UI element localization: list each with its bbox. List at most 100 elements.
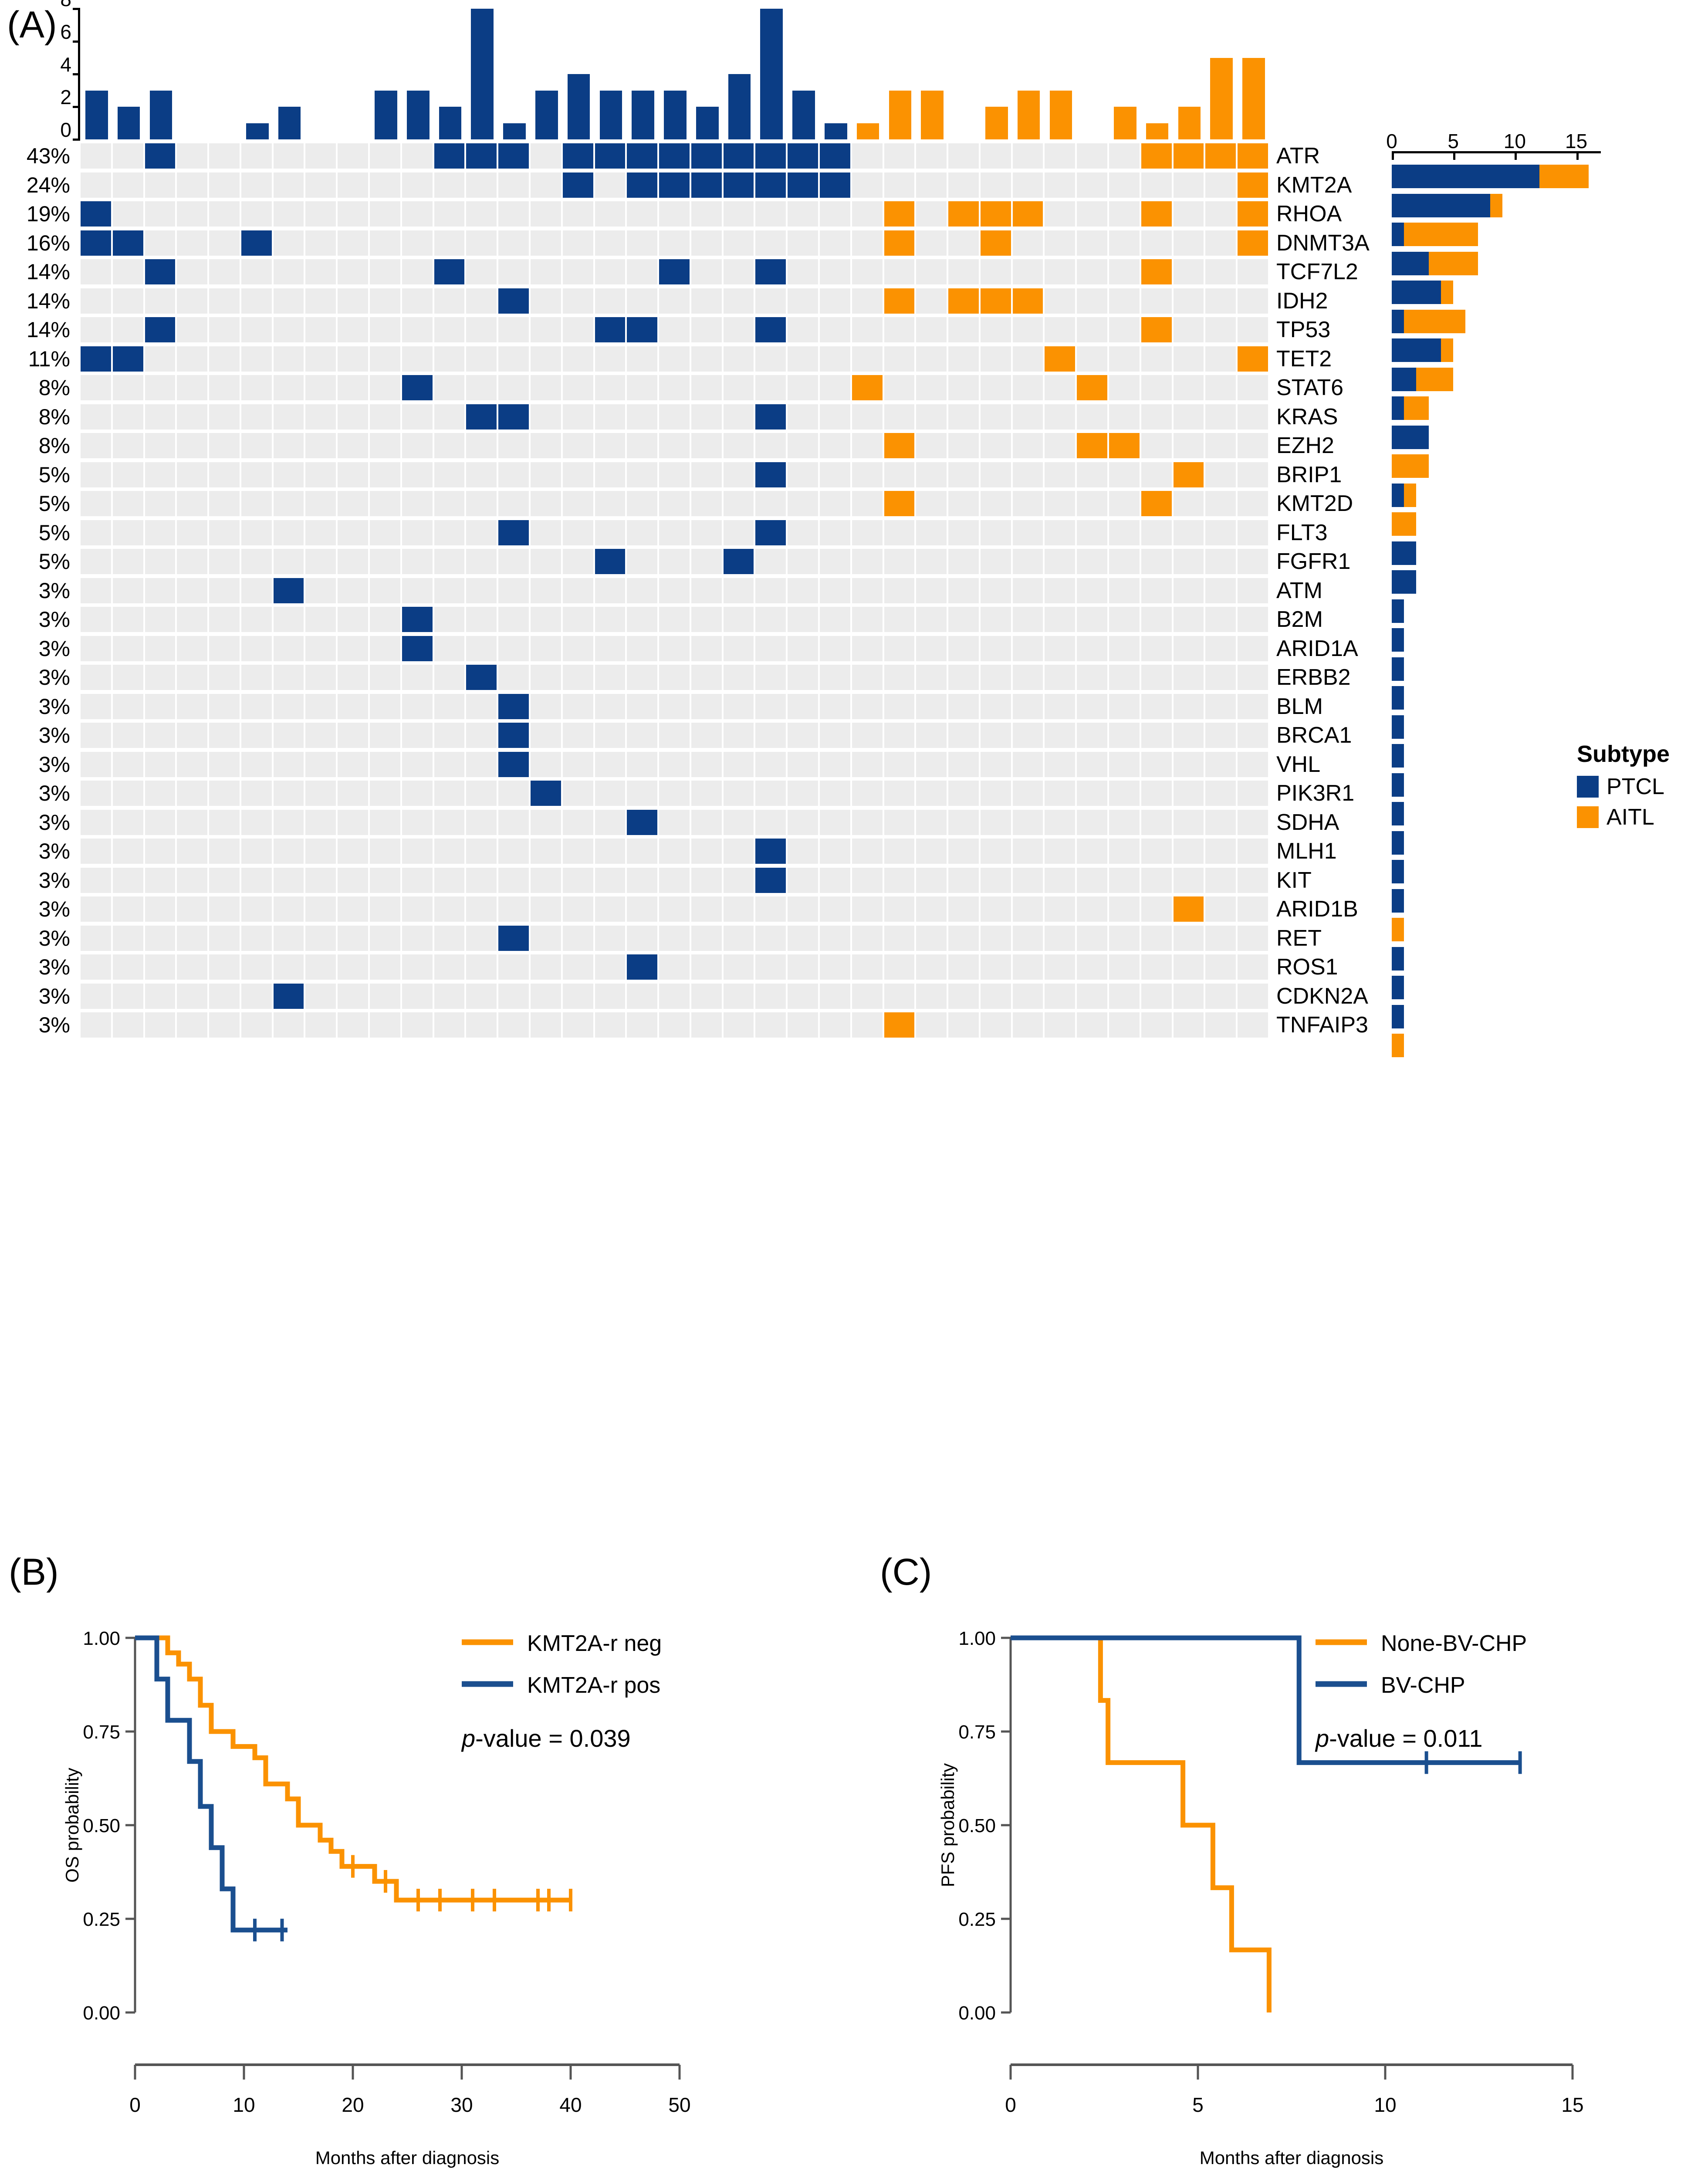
km-curve-1 [135,1635,571,1903]
oncoprint-cell-empty [241,781,272,806]
oncoprint-cell-empty [852,578,883,603]
oncoprint-cell-mutated [498,143,529,169]
oncoprint-cell-empty [1173,317,1204,343]
oncoprint-cell-empty [177,172,208,198]
oncoprint-cell-empty [273,491,304,517]
oncoprint-cell-mutated [498,723,529,748]
gene-freq-bar-row [1392,510,1601,539]
oncoprint-cell-empty [1077,520,1107,545]
oncoprint-cell-empty [788,839,818,864]
gene-freq-axis-tick-label: 15 [1565,130,1588,152]
oncoprint-cell-empty [273,723,304,748]
oncoprint-row: 11% TET2 [0,345,1332,374]
tmb-bar [1049,90,1072,139]
tmb-bar [503,123,526,139]
oncoprint-cell-empty [1205,491,1236,517]
oncoprint-cell-mutated [402,375,433,401]
oncoprint-cell-empty [723,896,754,922]
oncoprint-cell-mutated [948,201,979,227]
oncoprint-cell-empty [595,636,626,661]
oncoprint-cell-empty [1045,375,1076,401]
oncoprint-cell-empty [530,491,561,517]
gene-freq-segment-ptcl [1392,570,1417,594]
oncoprint-cell-empty [916,925,947,951]
oncoprint-cell-empty [691,201,722,227]
gene-freq-segment-ptcl [1392,396,1404,420]
oncoprint-cell-empty [466,896,497,922]
oncoprint-cell-empty [81,462,111,487]
oncoprint-cell-mutated [980,230,1011,256]
oncoprint-cell-empty [402,925,433,951]
tmb-bar [664,90,687,139]
oncoprint-cell-empty [1109,230,1140,256]
oncoprint-cell-empty [145,520,176,545]
oncoprint-cell-empty [884,317,915,343]
oncoprint-row: 19% RHOA [0,200,1342,229]
oncoprint-cell-empty [241,954,272,980]
oncoprint-cell-empty [209,983,240,1009]
oncoprint-cell-empty [402,230,433,256]
gene-freq-bar-track [1392,947,1601,971]
oncoprint-cell-empty [145,751,176,777]
oncoprint-cell-empty [177,781,208,806]
oncoprint-cell-empty [530,723,561,748]
panel-c-pfs-km: (C) 0.00 0.25 0.50 0.75 1.00 PFS probability 0… [867,1542,1708,2178]
oncoprint-cell-empty [627,665,658,690]
oncoprint-cell-empty [81,172,111,198]
oncoprint-cell-empty [627,375,658,401]
oncoprint-cell-mutated [691,143,722,169]
oncoprint-cell-empty [402,433,433,459]
oncoprint-cell-empty [273,665,304,690]
oncoprint-cell-empty [241,693,272,719]
gene-label: FGFR1 [1276,549,1351,575]
oncoprint-cell-empty [627,578,658,603]
oncoprint-cell-empty [691,665,722,690]
oncoprint-cell-empty [1141,809,1172,835]
oncoprint-cell-mutated [562,143,593,169]
oncoprint-cell-mutated [402,636,433,661]
oncoprint-cell-mutated [1141,317,1172,343]
oncoprint-cell-empty [209,896,240,922]
oncoprint-cell-empty [1045,520,1076,545]
km-y-axis-tick-label: 0.25 [83,1909,120,1930]
oncoprint-cell-empty [595,491,626,517]
oncoprint-cell-empty [338,925,369,951]
tmb-bar [246,123,269,139]
oncoprint-cell-empty [402,549,433,575]
oncoprint-cell-empty [338,723,369,748]
oncoprint-cell-empty [980,693,1011,719]
oncoprint-cell-empty [948,491,979,517]
oncoprint-cell-empty [434,665,465,690]
oncoprint-cell-empty [305,636,336,661]
gene-label: DNMT3A [1276,230,1370,256]
oncoprint-row-cells [81,462,1270,487]
oncoprint-cell-empty [948,665,979,690]
oncoprint-cell-empty [1012,433,1043,459]
oncoprint-cell-empty [948,781,979,806]
oncoprint-cell-empty [177,520,208,545]
oncoprint-cell-empty [691,317,722,343]
oncoprint-cell-empty [852,288,883,314]
oncoprint-cell-empty [852,636,883,661]
oncoprint-cell-empty [562,346,593,372]
tmb-bar-slot [370,9,402,139]
gene-freq-segment-ptcl [1392,715,1404,739]
oncoprint-cell-empty [980,723,1011,748]
tmb-y-axis: 02468 [60,0,80,141]
oncoprint-cell-empty [1238,693,1268,719]
oncoprint-cell-empty [498,954,529,980]
gene-freq-segment-ptcl [1392,773,1404,797]
oncoprint-cell-mutated [1173,896,1204,922]
oncoprint-cell-empty [723,839,754,864]
oncoprint-cell-empty [1238,520,1268,545]
subtype-legend: Subtype PTCL AITL [1577,741,1670,835]
mutation-frequency-label: 5% [38,520,70,545]
oncoprint-cell-empty [1045,809,1076,835]
oncoprint-cell-empty [338,954,369,980]
oncoprint-cell-empty [1109,520,1140,545]
oncoprint-cell-empty [177,896,208,922]
oncoprint-cell-empty [819,983,850,1009]
oncoprint-cell-empty [723,607,754,632]
gene-freq-bar-track [1392,773,1601,797]
oncoprint-cell-empty [595,1012,626,1038]
